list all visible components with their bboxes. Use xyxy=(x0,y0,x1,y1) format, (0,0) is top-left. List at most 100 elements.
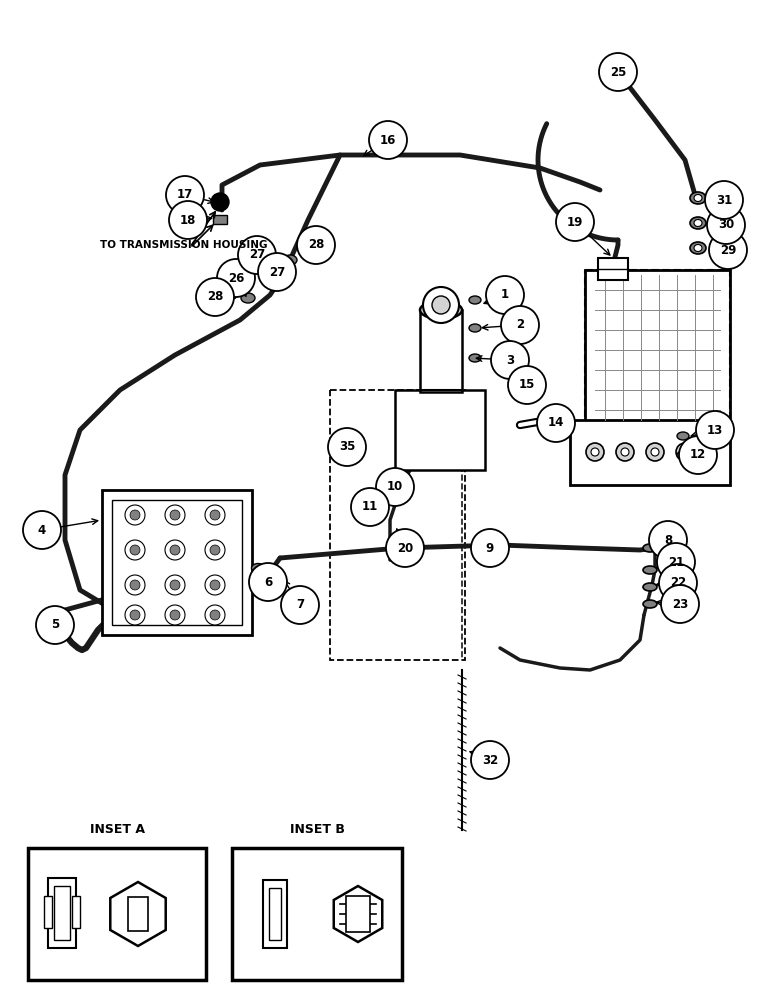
Text: INSET B: INSET B xyxy=(290,823,344,836)
Circle shape xyxy=(376,468,414,506)
Circle shape xyxy=(170,545,180,555)
FancyBboxPatch shape xyxy=(585,270,730,425)
Circle shape xyxy=(211,193,229,211)
Circle shape xyxy=(125,605,145,625)
Circle shape xyxy=(432,296,450,314)
Ellipse shape xyxy=(643,600,657,608)
Text: 28: 28 xyxy=(207,290,223,304)
Ellipse shape xyxy=(272,570,285,580)
Circle shape xyxy=(621,448,629,456)
Circle shape xyxy=(659,564,697,602)
Circle shape xyxy=(205,505,225,525)
Circle shape xyxy=(249,563,287,601)
Circle shape xyxy=(170,610,180,620)
Circle shape xyxy=(23,511,61,549)
FancyBboxPatch shape xyxy=(346,896,370,932)
Circle shape xyxy=(696,411,734,449)
Ellipse shape xyxy=(643,566,657,574)
Circle shape xyxy=(676,443,694,461)
Circle shape xyxy=(130,610,140,620)
Circle shape xyxy=(328,428,366,466)
Circle shape xyxy=(170,510,180,520)
Text: 20: 20 xyxy=(397,542,413,554)
Circle shape xyxy=(165,505,185,525)
Text: 27: 27 xyxy=(249,248,265,261)
Circle shape xyxy=(210,580,220,590)
Circle shape xyxy=(165,575,185,595)
Ellipse shape xyxy=(265,273,279,283)
Circle shape xyxy=(210,610,220,620)
Text: 2: 2 xyxy=(516,318,524,332)
Circle shape xyxy=(210,545,220,555)
Text: 31: 31 xyxy=(716,194,732,207)
Ellipse shape xyxy=(690,192,706,204)
Circle shape xyxy=(486,276,524,314)
FancyBboxPatch shape xyxy=(269,888,281,940)
Text: INSET A: INSET A xyxy=(90,823,144,836)
FancyBboxPatch shape xyxy=(128,897,148,931)
Circle shape xyxy=(281,586,319,624)
Text: 8: 8 xyxy=(664,534,672,546)
FancyBboxPatch shape xyxy=(263,880,287,948)
FancyBboxPatch shape xyxy=(44,896,52,928)
Ellipse shape xyxy=(252,564,265,572)
Text: 15: 15 xyxy=(519,378,535,391)
Circle shape xyxy=(586,443,604,461)
Text: 25: 25 xyxy=(610,66,626,79)
Circle shape xyxy=(125,575,145,595)
Ellipse shape xyxy=(283,255,297,265)
Circle shape xyxy=(661,585,699,623)
Circle shape xyxy=(537,404,575,442)
Circle shape xyxy=(707,206,745,244)
Circle shape xyxy=(130,545,140,555)
Text: 22: 22 xyxy=(670,576,686,589)
Circle shape xyxy=(491,341,529,379)
Circle shape xyxy=(165,605,185,625)
Text: 12: 12 xyxy=(690,448,706,462)
FancyBboxPatch shape xyxy=(420,310,462,392)
Bar xyxy=(213,215,227,224)
Circle shape xyxy=(646,443,664,461)
Circle shape xyxy=(591,448,599,456)
FancyBboxPatch shape xyxy=(54,886,70,940)
Text: 35: 35 xyxy=(339,440,355,454)
Circle shape xyxy=(130,580,140,590)
Circle shape xyxy=(170,580,180,590)
Polygon shape xyxy=(110,882,166,946)
Text: 14: 14 xyxy=(548,416,564,430)
Ellipse shape xyxy=(694,220,702,227)
Circle shape xyxy=(599,53,637,91)
Text: 3: 3 xyxy=(506,354,514,366)
Circle shape xyxy=(556,203,594,241)
Circle shape xyxy=(125,505,145,525)
Circle shape xyxy=(681,448,689,456)
Circle shape xyxy=(508,366,546,404)
FancyBboxPatch shape xyxy=(72,896,80,928)
Circle shape xyxy=(679,436,717,474)
Text: 28: 28 xyxy=(308,238,324,251)
Text: 9: 9 xyxy=(486,542,494,554)
Text: 11: 11 xyxy=(362,500,378,514)
Circle shape xyxy=(165,540,185,560)
Ellipse shape xyxy=(469,296,481,304)
Ellipse shape xyxy=(694,194,702,202)
Text: 7: 7 xyxy=(296,598,304,611)
Circle shape xyxy=(471,529,509,567)
Circle shape xyxy=(657,543,695,581)
Circle shape xyxy=(217,259,255,297)
Circle shape xyxy=(649,521,687,559)
Ellipse shape xyxy=(677,432,689,440)
Circle shape xyxy=(386,529,424,567)
Ellipse shape xyxy=(469,354,481,362)
Text: 17: 17 xyxy=(177,188,193,202)
Circle shape xyxy=(297,226,335,264)
Text: 5: 5 xyxy=(51,618,59,632)
Ellipse shape xyxy=(694,244,702,251)
Text: 10: 10 xyxy=(387,481,403,493)
FancyBboxPatch shape xyxy=(48,878,76,948)
Text: 23: 23 xyxy=(672,597,688,610)
Text: 6: 6 xyxy=(264,576,272,588)
Circle shape xyxy=(205,540,225,560)
Circle shape xyxy=(130,510,140,520)
Circle shape xyxy=(351,488,389,526)
